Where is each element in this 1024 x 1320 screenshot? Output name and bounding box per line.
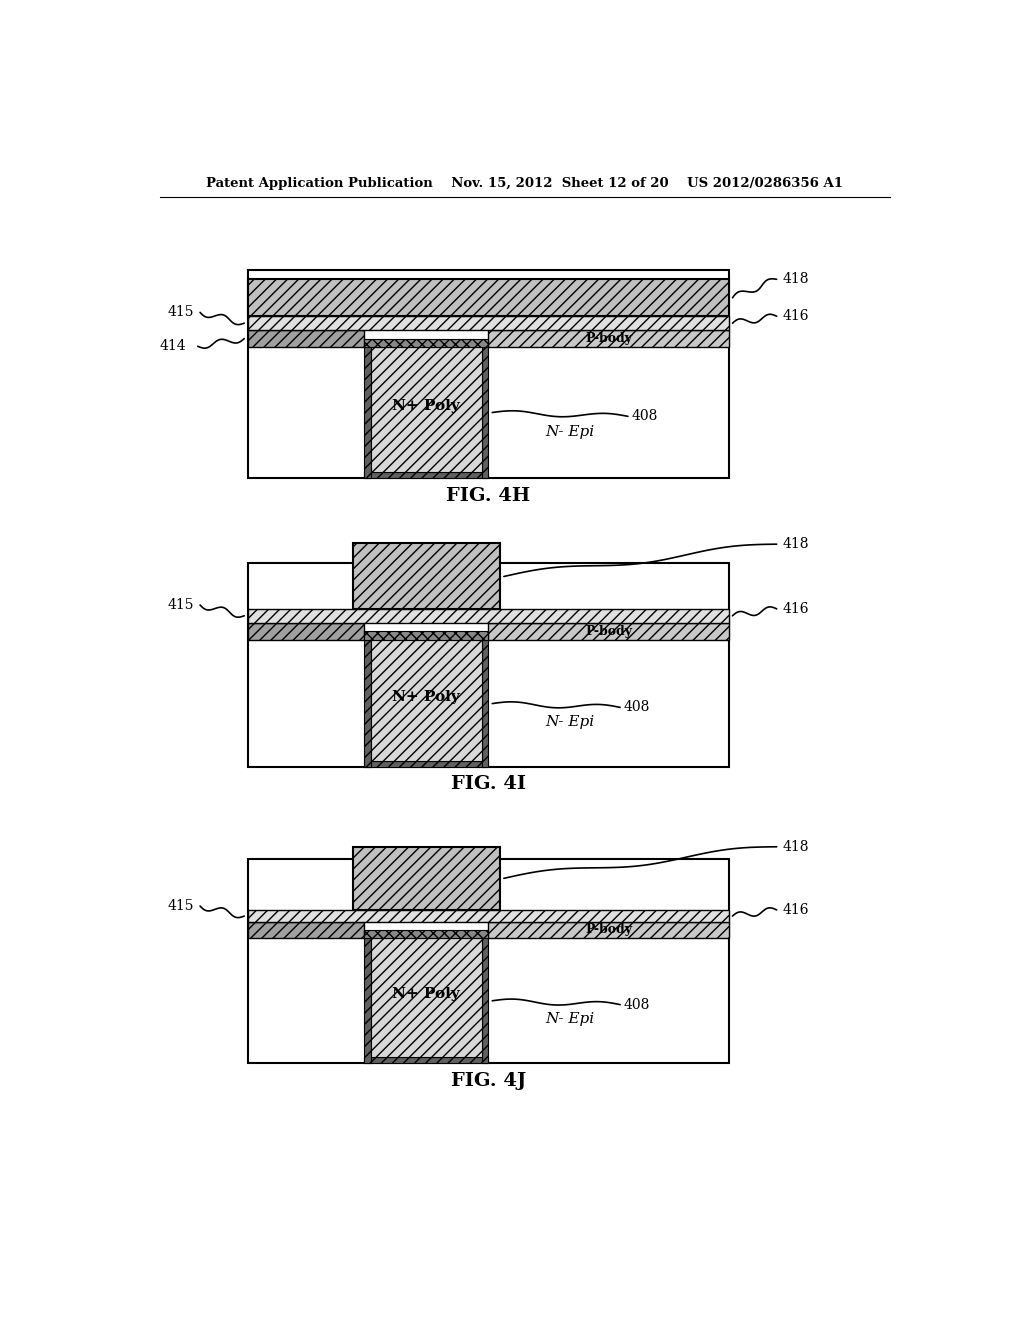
Bar xyxy=(248,330,365,347)
Bar xyxy=(248,609,729,623)
Bar xyxy=(365,760,488,767)
Text: 415: 415 xyxy=(167,899,194,913)
Text: P-body: P-body xyxy=(585,333,632,345)
Text: N+ Poly: N+ Poly xyxy=(392,987,460,1001)
Text: 418: 418 xyxy=(783,840,809,854)
Text: Patent Application Publication    Nov. 15, 2012  Sheet 12 of 20    US 2012/02863: Patent Application Publication Nov. 15, … xyxy=(206,177,844,190)
Text: 416: 416 xyxy=(783,309,809,323)
Text: N+ Poly: N+ Poly xyxy=(392,399,460,413)
Text: 416: 416 xyxy=(783,602,809,616)
Bar xyxy=(248,271,729,478)
Text: 416: 416 xyxy=(783,903,809,917)
Text: 418: 418 xyxy=(783,272,809,286)
Text: 415: 415 xyxy=(167,305,194,319)
Text: N- Epi: N- Epi xyxy=(546,425,595,440)
Bar xyxy=(371,347,482,471)
Text: 408: 408 xyxy=(624,701,650,714)
Bar xyxy=(365,929,488,937)
Text: N- Epi: N- Epi xyxy=(546,1012,595,1026)
Bar xyxy=(365,640,371,767)
Bar xyxy=(488,923,729,937)
Bar xyxy=(248,859,729,1063)
Bar xyxy=(371,937,482,1057)
Bar xyxy=(248,562,729,767)
Text: N+ Poly: N+ Poly xyxy=(392,690,460,704)
Text: 415: 415 xyxy=(167,598,194,612)
Bar xyxy=(365,339,488,347)
Bar xyxy=(482,347,488,478)
Bar xyxy=(248,909,729,923)
Text: 418: 418 xyxy=(783,537,809,552)
Text: 408: 408 xyxy=(632,409,658,424)
Text: FIG. 4H: FIG. 4H xyxy=(446,487,530,504)
Bar xyxy=(248,623,365,640)
Text: P-body: P-body xyxy=(585,624,632,638)
Bar xyxy=(365,347,371,478)
Bar xyxy=(365,937,371,1063)
Bar xyxy=(248,317,729,330)
Bar xyxy=(365,631,488,640)
Bar xyxy=(365,471,488,478)
Text: P-body: P-body xyxy=(585,924,632,936)
Bar xyxy=(352,847,500,909)
Bar xyxy=(352,544,500,609)
Bar xyxy=(488,330,729,347)
Bar xyxy=(371,640,482,760)
Text: FIG. 4I: FIG. 4I xyxy=(451,775,526,793)
Bar xyxy=(482,937,488,1063)
Bar xyxy=(248,280,729,317)
Text: FIG. 4J: FIG. 4J xyxy=(451,1072,526,1090)
Bar xyxy=(365,1057,488,1063)
Text: 408: 408 xyxy=(624,998,650,1011)
Text: 414: 414 xyxy=(160,339,186,354)
Bar xyxy=(488,623,729,640)
Bar xyxy=(248,923,365,937)
Bar xyxy=(482,640,488,767)
Text: N- Epi: N- Epi xyxy=(546,715,595,729)
